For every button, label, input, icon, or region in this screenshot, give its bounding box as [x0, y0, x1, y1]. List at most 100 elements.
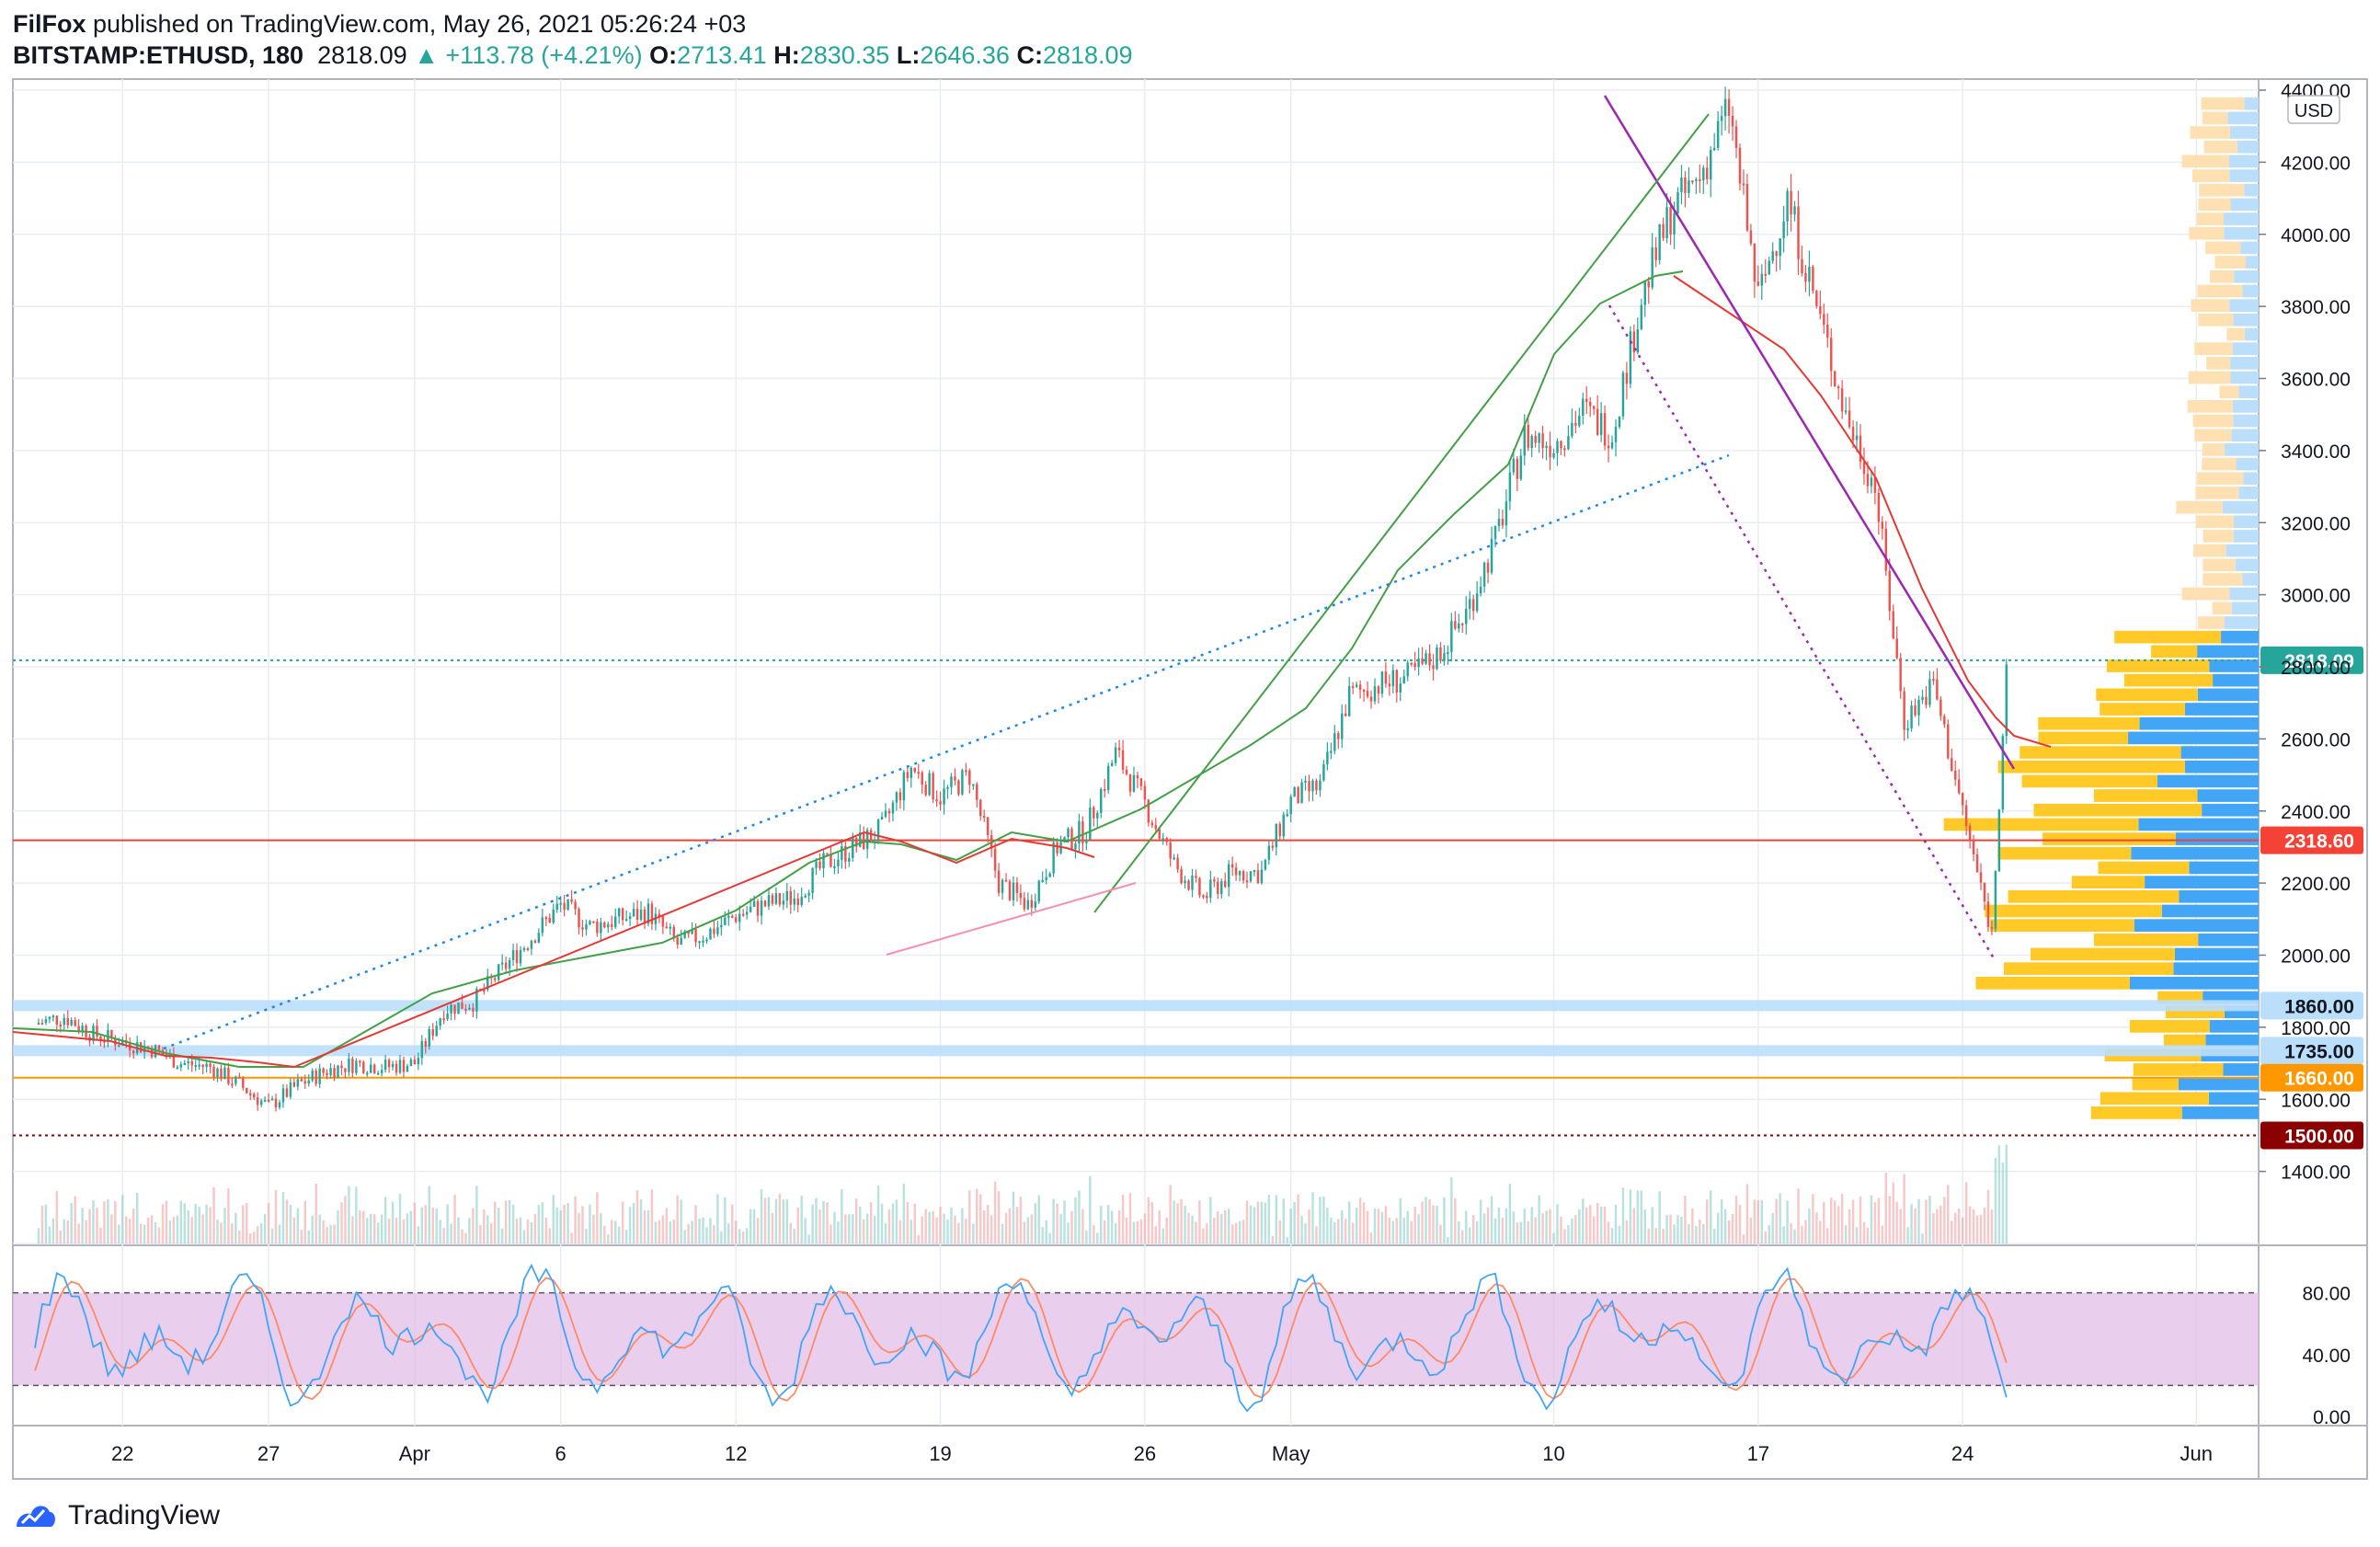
volume-bar	[1081, 1209, 1084, 1243]
candle-body	[771, 895, 774, 904]
volume-bar	[1128, 1193, 1132, 1243]
volume-bar	[198, 1207, 200, 1243]
volume-bar	[763, 1197, 767, 1243]
price-badge	[2260, 991, 2363, 1020]
profile-bar-sell	[2205, 241, 2241, 255]
publish-info: published on TradingView.com, May 26, 20…	[93, 10, 747, 38]
candle-body	[1234, 867, 1238, 876]
volume-bar	[1632, 1208, 1636, 1243]
volume-bar	[1862, 1221, 1866, 1243]
profile-bar-sell	[2187, 400, 2233, 413]
candle-body	[486, 976, 489, 991]
volume-bar	[724, 1197, 727, 1243]
volume-bar	[1289, 1209, 1292, 1243]
volume-bar	[500, 1228, 504, 1243]
volume-bar	[1209, 1197, 1212, 1243]
candle-body	[727, 915, 730, 918]
volume-bar	[1925, 1199, 1928, 1243]
volume-bar	[607, 1233, 610, 1243]
volume-bar	[1947, 1185, 1950, 1243]
volume-bar	[1953, 1212, 1957, 1243]
volume-bar	[1812, 1194, 1814, 1243]
volume-bar	[548, 1228, 552, 1243]
volume-bar	[613, 1220, 617, 1243]
volume-bar	[555, 1207, 558, 1243]
candle-body	[1775, 251, 1778, 257]
candle-body	[1881, 521, 1884, 529]
stoch-tick-label: 40.00	[2302, 1346, 2351, 1367]
profile-bar-buy	[2197, 789, 2259, 802]
volume-bar	[359, 1210, 361, 1243]
volume-bar	[1497, 1207, 1501, 1243]
volume-bar	[928, 1211, 931, 1243]
volume-bar	[1425, 1197, 1427, 1243]
candle-body	[749, 906, 752, 912]
candle-body	[852, 837, 854, 858]
volume-bar	[442, 1228, 445, 1243]
volume-bar	[705, 1227, 708, 1243]
volume-bar	[1881, 1225, 1884, 1243]
candle-body	[968, 770, 971, 785]
volume-bar	[1986, 1189, 1990, 1243]
low-label: L:	[896, 41, 921, 69]
candle-body	[741, 913, 745, 916]
candle-body	[1227, 864, 1230, 888]
candle-body	[497, 964, 500, 980]
volume-bar	[387, 1218, 391, 1243]
volume-bar	[1454, 1197, 1457, 1243]
candle-body	[351, 1059, 354, 1073]
candle-body	[1903, 691, 1905, 730]
volume-bar	[921, 1216, 923, 1243]
candle-body	[1936, 679, 1939, 700]
profile-bar-buy	[2157, 774, 2259, 788]
symbol-name[interactable]: BITSTAMP:ETHUSD, 180	[13, 41, 304, 69]
volume-bar	[1012, 1191, 1015, 1243]
candle-body	[617, 908, 621, 917]
candle-body	[1078, 820, 1081, 844]
profile-bar-buy	[2209, 659, 2259, 672]
profile-bar-buy	[2235, 558, 2259, 572]
volume-bar	[439, 1220, 441, 1243]
tradingview-brand[interactable]: TradingView	[68, 1500, 221, 1530]
author-name[interactable]: FilFox	[13, 10, 86, 38]
candle-body	[639, 910, 643, 920]
candle-body	[910, 767, 913, 778]
candle-body	[1143, 785, 1147, 800]
candle-body	[848, 857, 851, 862]
volume-bar	[1176, 1203, 1179, 1243]
candle-body	[895, 792, 898, 803]
volume-bar	[223, 1208, 226, 1243]
price-axis[interactable]	[2258, 78, 2368, 1480]
volume-bar	[435, 1209, 438, 1243]
volume-bar	[1059, 1213, 1062, 1243]
candle-body	[248, 1093, 252, 1095]
x-tick-label: 27	[257, 1442, 280, 1465]
candle-body	[409, 1060, 413, 1067]
volume-bar	[1964, 1182, 1968, 1243]
x-tick-label: 10	[1542, 1442, 1564, 1465]
volume-bar	[1260, 1201, 1264, 1243]
candle-body	[1786, 190, 1789, 222]
price-badge-label: 1735.00	[2284, 1041, 2354, 1062]
volume-bar	[946, 1219, 949, 1243]
candle-body	[1439, 647, 1442, 661]
volume-bar	[1892, 1182, 1894, 1243]
stoch-k-line	[34, 1263, 2008, 1413]
candle-body	[1771, 251, 1774, 261]
candle-body	[1475, 593, 1479, 612]
volume-bar	[201, 1214, 204, 1243]
candle-body	[1895, 638, 1898, 659]
volume-bar	[566, 1202, 569, 1243]
candle-body	[1063, 837, 1066, 842]
profile-bar-sell	[2106, 659, 2210, 672]
volume-bar	[146, 1218, 150, 1243]
candle-body	[778, 893, 782, 905]
candle-body	[1571, 422, 1573, 437]
volume-bar	[348, 1186, 350, 1243]
currency-badge[interactable]: USD	[2287, 95, 2340, 124]
profile-bar-sell	[1943, 818, 2139, 831]
chart-frame	[12, 78, 2260, 1480]
candle-body	[1844, 410, 1848, 413]
volume-bar	[957, 1222, 960, 1243]
